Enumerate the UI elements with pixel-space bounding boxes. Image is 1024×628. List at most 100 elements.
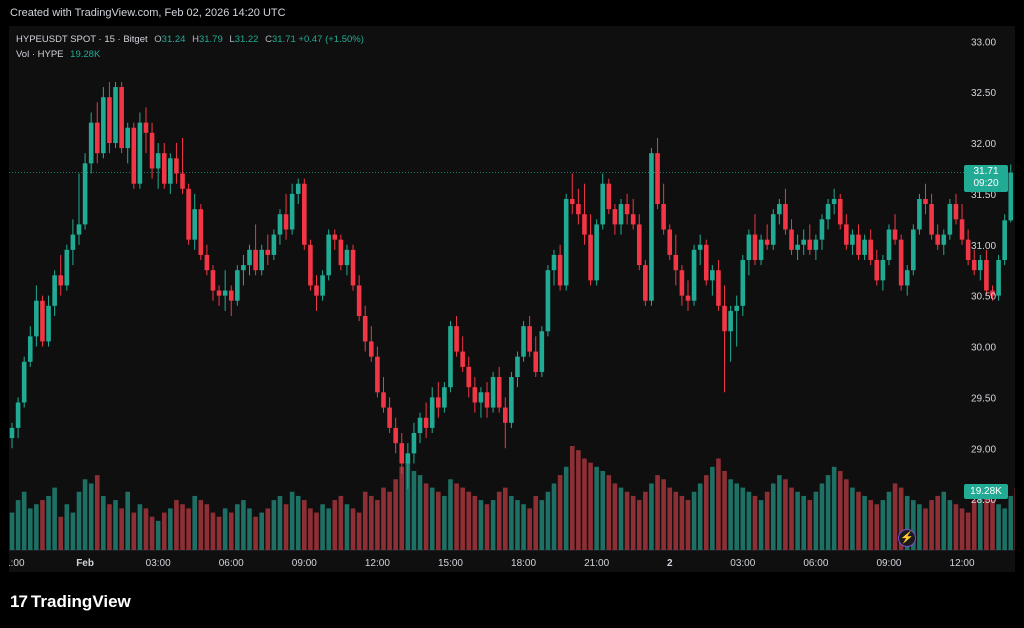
- candle-body: [582, 214, 587, 235]
- volume-bar: [131, 512, 137, 550]
- candle-body: [143, 122, 149, 133]
- volume-bar: [387, 491, 392, 550]
- volume-bar: [222, 508, 228, 550]
- candle-body: [466, 366, 472, 388]
- volume-bar: [728, 479, 733, 550]
- candle-body: [235, 270, 240, 301]
- candle-body: [978, 260, 983, 271]
- volume-bar: [917, 504, 922, 550]
- volume-bar: [277, 495, 283, 550]
- volume-bar: [27, 508, 33, 550]
- candle-body: [728, 310, 733, 332]
- candle-body: [271, 234, 277, 255]
- tradingview-logo[interactable]: 17 TradingView: [10, 592, 131, 612]
- volume-bar: [192, 495, 197, 550]
- candle-body: [941, 234, 947, 245]
- candle-body: [844, 224, 849, 245]
- candle-body: [563, 198, 569, 286]
- volume-bar: [15, 500, 21, 550]
- volume-bar: [606, 475, 612, 550]
- volume-bar: [509, 495, 514, 550]
- candle-body: [874, 260, 880, 281]
- volume-bar: [502, 487, 508, 550]
- volume-bar: [588, 462, 593, 550]
- candle-body: [52, 275, 57, 306]
- volume-bar: [198, 500, 204, 550]
- candle-body: [819, 219, 825, 240]
- volume-bar: [375, 500, 380, 550]
- candle-body: [411, 432, 417, 454]
- candle-body: [222, 290, 228, 296]
- volume-bar: [740, 487, 746, 550]
- candle-body: [393, 427, 398, 444]
- candle-body: [527, 326, 532, 352]
- candle-body: [539, 331, 545, 372]
- volume-bar: [168, 508, 173, 550]
- volume-bar: [978, 491, 983, 550]
- volume-bar: [381, 487, 386, 550]
- volume-bar: [362, 491, 368, 550]
- chart-legend: HYPEUSDT SPOT · 15 · Bitget O31.24 H31.7…: [16, 32, 364, 62]
- candle-body: [624, 204, 630, 215]
- volume-bar: [228, 512, 234, 550]
- volume-bar: [911, 500, 916, 550]
- volume-bar: [283, 504, 289, 550]
- volume-bar: [338, 495, 344, 550]
- candle-body: [971, 260, 977, 271]
- volume-bar: [436, 491, 441, 550]
- volume-bar: [929, 500, 934, 550]
- volume-bar: [789, 487, 794, 550]
- time-tick-label: 06:00: [219, 558, 244, 569]
- volume-bar: [314, 512, 319, 550]
- volume-bar: [734, 483, 740, 550]
- candle-body: [807, 239, 813, 250]
- candle-body: [703, 244, 709, 281]
- legend-volume-label[interactable]: Vol · HYPE: [16, 49, 64, 60]
- volume-bar: [356, 512, 362, 550]
- candle-body: [241, 265, 246, 271]
- volume-bar: [703, 475, 709, 550]
- volume-bar: [496, 491, 502, 550]
- volume-bar: [76, 491, 82, 550]
- legend-close: 31.71: [271, 34, 296, 45]
- candle-body: [265, 249, 271, 255]
- candle-body: [448, 326, 453, 388]
- volume-bar: [350, 508, 356, 550]
- candlestick-chart[interactable]: 33.00 32.50 32.00 31.50 31.00 30.50 30.00 29.50…: [9, 26, 1015, 572]
- volume-bar: [582, 458, 587, 550]
- lightning-icon[interactable]: ⚡: [898, 529, 916, 547]
- candle-body: [569, 198, 575, 205]
- legend-ohlc-row: HYPEUSDT SPOT · 15 · Bitget O31.24 H31.7…: [16, 32, 364, 47]
- candle-body: [953, 204, 959, 220]
- candle-body: [253, 249, 258, 271]
- candle-body: [557, 254, 563, 286]
- volume-bar: [308, 508, 313, 550]
- legend-volume-row: Vol · HYPE 19.28K: [16, 47, 364, 62]
- volume-bar: [113, 500, 118, 550]
- candle-body: [752, 234, 758, 261]
- candle-body: [722, 305, 727, 332]
- volume-bar: [472, 495, 478, 550]
- legend-symbol[interactable]: HYPEUSDT SPOT · 15 · Bitget: [16, 34, 148, 45]
- candle-body: [216, 290, 222, 296]
- volume-bar: [241, 500, 246, 550]
- chart-panel[interactable]: 33.00 32.50 32.00 31.50 31.00 30.50 30.00 29.50…: [9, 26, 1015, 572]
- candle-body: [509, 377, 514, 423]
- volume-bar: [655, 475, 660, 550]
- volume-bar: [612, 483, 618, 550]
- volume-bar: [770, 483, 776, 550]
- price-tick-label: 33.00: [971, 37, 996, 48]
- candle-body: [283, 214, 289, 230]
- volume-bar: [618, 487, 624, 550]
- candle-body: [923, 198, 928, 205]
- candle-body: [375, 356, 380, 393]
- candle-body: [630, 214, 636, 225]
- candle-body: [813, 239, 819, 250]
- volume-bar: [295, 495, 301, 550]
- time-tick-label: 21:00: [584, 558, 609, 569]
- candle-body: [990, 290, 995, 296]
- candle-body: [710, 270, 715, 281]
- volume-bar: [174, 500, 179, 550]
- candle-body: [734, 305, 740, 311]
- volume-bar: [58, 516, 64, 550]
